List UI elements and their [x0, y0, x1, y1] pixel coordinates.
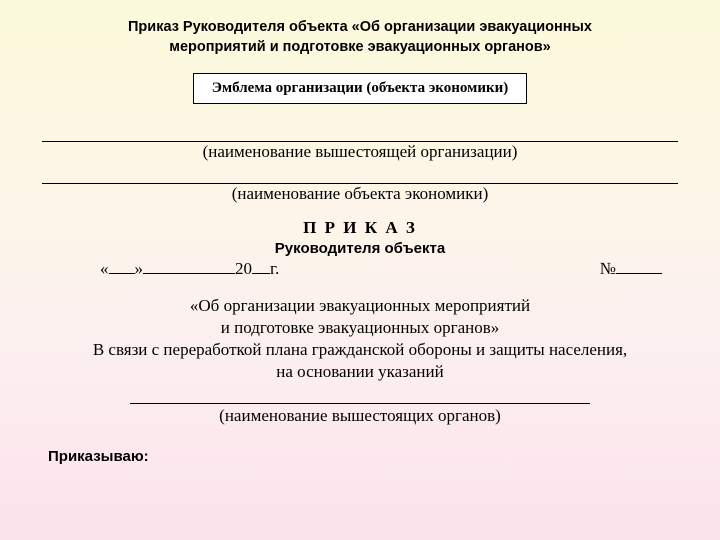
body-line-2: и подготовке эвакуационных органов»: [40, 317, 680, 339]
order-word: Приказываю:: [48, 448, 680, 465]
blank-line-1: [42, 126, 678, 142]
parent-org-caption: (наименование вышестоящей организации): [40, 142, 680, 162]
blank-line-3: [130, 388, 590, 404]
object-name-caption: (наименование объекта экономики): [40, 184, 680, 204]
prikaz-title: П Р И К А З: [40, 218, 680, 238]
number-field: №: [600, 259, 662, 279]
body-line-1: «Об организации эвакуационных мероприяти…: [40, 295, 680, 317]
blank-line-2: [42, 168, 678, 184]
body-text: «Об организации эвакуационных мероприяти…: [40, 295, 680, 383]
date-field: «»20г.: [100, 259, 279, 279]
superior-org-caption: (наименование вышестоящих органов): [40, 406, 680, 426]
ruk-subtitle: Руководителя объекта: [40, 240, 680, 257]
body-line-3: В связи с переработкой плана гражданской…: [40, 339, 680, 361]
emblem-placeholder: Эмблема организации (объекта экономики): [193, 73, 528, 104]
date-number-row: «»20г. №: [40, 259, 680, 279]
body-line-4: на основании указаний: [40, 361, 680, 383]
document-header: Приказ Руководителя объекта «Об организа…: [40, 18, 680, 57]
